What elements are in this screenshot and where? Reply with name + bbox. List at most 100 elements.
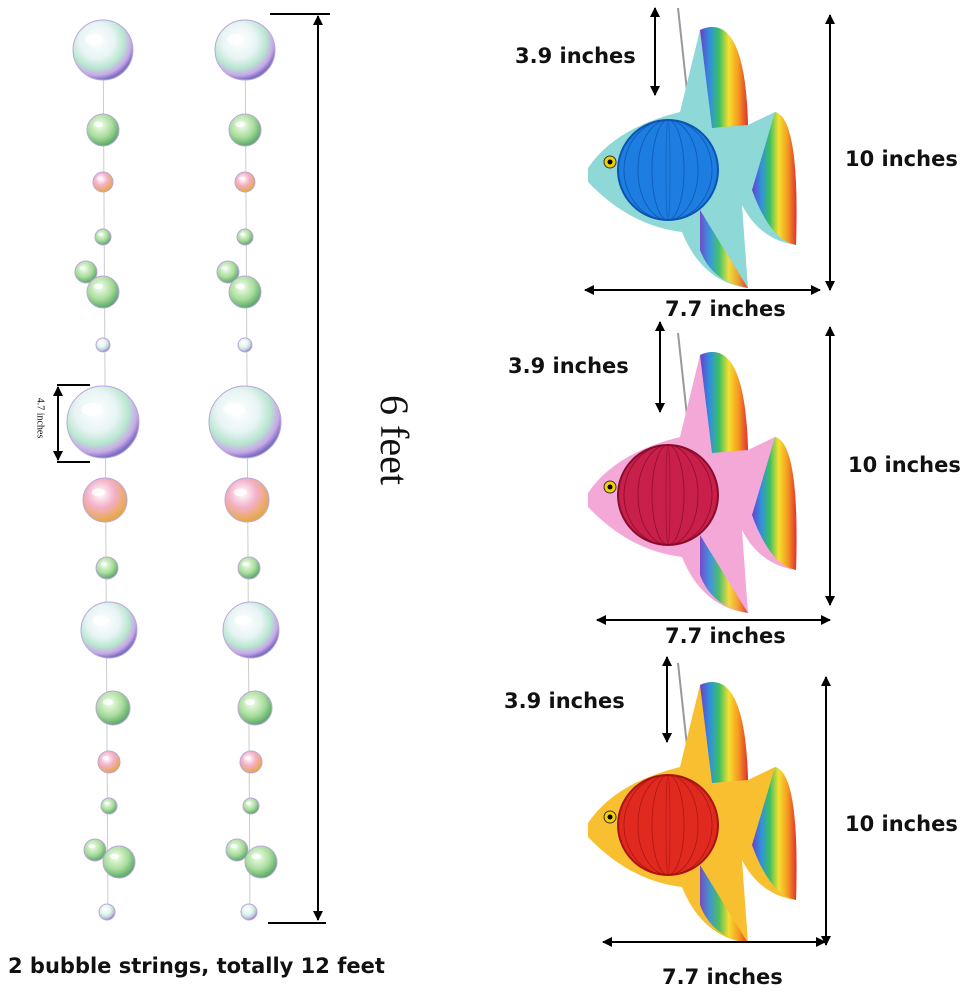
bubble-shine (221, 266, 228, 271)
bubble (92, 171, 114, 193)
bubble-shine (104, 801, 109, 805)
bubble (228, 113, 262, 147)
bubble-shine (81, 402, 103, 416)
bottom-fin (700, 210, 748, 288)
bubble (225, 838, 249, 862)
bubble-shine (102, 756, 109, 761)
top-fin (700, 682, 748, 783)
bubble-shine (92, 615, 109, 626)
bubble-shine (230, 844, 237, 849)
bubble (86, 275, 120, 309)
bubble-shine (244, 907, 250, 911)
bubble (83, 838, 107, 862)
bubble-shine (100, 562, 107, 567)
bubble-shine (242, 562, 249, 567)
bubble (80, 601, 138, 659)
top-fin (700, 27, 748, 129)
bubble-shine (246, 801, 252, 805)
pupil (607, 484, 613, 490)
fish (588, 7, 797, 288)
bubble-shine (234, 615, 252, 626)
height-label: 10 inches (845, 812, 958, 836)
bubble (208, 385, 282, 459)
bubble (97, 750, 121, 774)
bubble (239, 750, 263, 774)
string-label: 3.9 inches (504, 689, 625, 713)
bubble-shine (93, 121, 103, 128)
bubble (228, 275, 262, 309)
height-label: 10 inches (845, 147, 958, 171)
bubble-shine (88, 844, 95, 849)
bubble (237, 690, 273, 726)
bubble (102, 845, 136, 879)
bubble (100, 797, 118, 815)
bubble (82, 477, 128, 523)
honeycomb-ball (617, 444, 719, 546)
hanger (677, 332, 689, 426)
bubble (240, 903, 258, 921)
string (102, 19, 109, 921)
bubble-shine (227, 34, 245, 45)
bubble (214, 19, 276, 81)
bubble (237, 337, 253, 353)
bubble (98, 903, 116, 921)
bubble (74, 260, 98, 284)
bubble-shine (251, 853, 261, 860)
bubble-shine (102, 698, 113, 706)
bubble-shine (244, 756, 251, 761)
fish (588, 662, 797, 943)
bubble (236, 228, 254, 246)
bubble (242, 797, 260, 815)
bubble-shine (98, 232, 103, 236)
bubble (222, 601, 280, 659)
bubble-shine (239, 176, 245, 181)
honeycomb-rib (623, 444, 713, 546)
bubble-shine (93, 283, 103, 290)
pupil (607, 814, 613, 820)
honeycomb-ball (617, 119, 719, 221)
bubble (234, 171, 256, 193)
bubble (72, 19, 134, 81)
width-label: 7.7 inches (665, 624, 786, 648)
bubble-shine (223, 402, 245, 416)
width-label: 7.7 inches (665, 297, 786, 321)
width-label: 7.7 inches (662, 965, 783, 989)
tail-fin (752, 112, 797, 245)
bubble (66, 385, 140, 459)
bubble (95, 556, 119, 580)
bubble-shine (79, 266, 86, 271)
string-label: 3.9 inches (515, 44, 636, 68)
bubble-shine (240, 232, 246, 236)
pupil (607, 159, 613, 165)
bubble (237, 556, 261, 580)
bubble-shine (102, 907, 107, 911)
bubble-shine (235, 121, 245, 128)
bottom-fin (700, 535, 748, 613)
size-label: 4.7 inches (35, 398, 46, 439)
hanger (677, 7, 689, 101)
bubble-shine (240, 341, 245, 344)
length-label: 6 feet (372, 395, 417, 485)
bubble-shine (98, 341, 103, 344)
fish-group (588, 7, 797, 943)
bubble (244, 845, 278, 879)
bubble (95, 337, 111, 353)
bubble-shine (85, 34, 103, 45)
bubble-shine (233, 488, 247, 497)
bubble-strings (66, 19, 282, 921)
bubble (94, 228, 112, 246)
bubble-shine (91, 488, 105, 497)
bubble (216, 260, 240, 284)
tail-fin (752, 437, 797, 570)
bubble (95, 690, 131, 726)
caption: 2 bubble strings, totally 12 feet (8, 954, 385, 978)
fish (588, 332, 797, 613)
tail-fin (752, 767, 797, 900)
height-label: 10 inches (848, 453, 961, 477)
honeycomb-ball (617, 774, 719, 876)
bubble-shine (97, 176, 103, 181)
honeycomb-rib (623, 774, 713, 876)
honeycomb-rib (623, 119, 713, 221)
string-label: 3.9 inches (508, 354, 629, 378)
